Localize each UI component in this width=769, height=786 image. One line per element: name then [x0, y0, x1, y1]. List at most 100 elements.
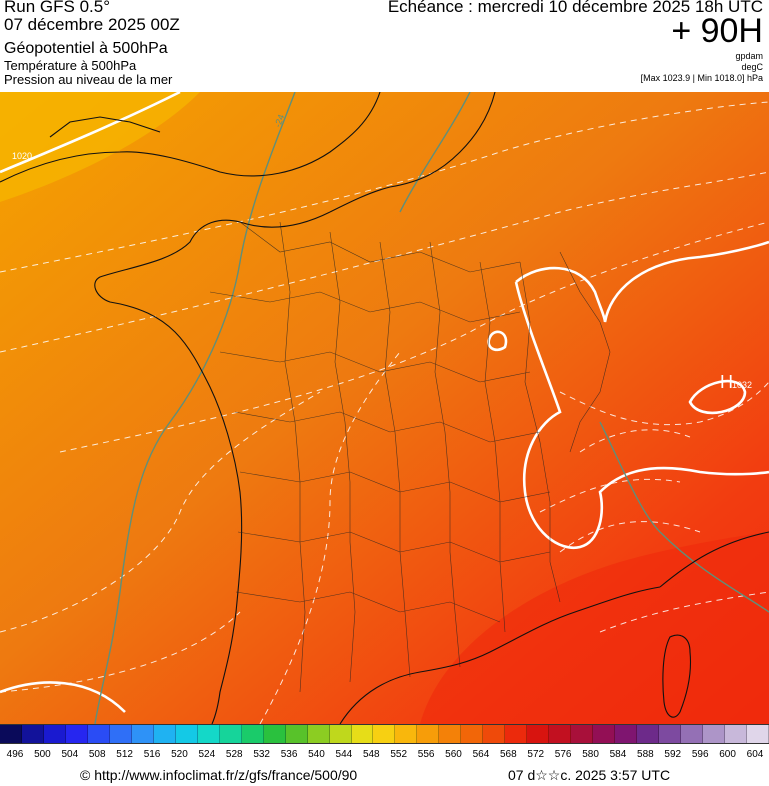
render-timestamp: 07 d☆☆c. 2025 3:57 UTC — [508, 767, 671, 783]
border-7 — [235, 591, 501, 623]
border-v2 — [329, 231, 356, 683]
border-2 — [209, 291, 521, 323]
unit-gpdam: gpdam — [735, 51, 763, 61]
colorbar-tick-label: 556 — [417, 749, 435, 760]
colorbar-swatch — [65, 725, 88, 743]
colorbar-tick-label: 584 — [609, 749, 627, 760]
border-v6 — [519, 261, 561, 603]
border-east — [559, 251, 611, 453]
contour-9 — [579, 429, 691, 453]
colorbar-swatch — [241, 725, 264, 743]
border-4 — [234, 411, 541, 443]
border-3 — [219, 351, 531, 383]
colorbar-swatch — [307, 725, 330, 743]
colorbar-swatch — [703, 725, 725, 743]
colorbar-tick-label: 552 — [390, 749, 408, 760]
colorbar-swatch — [153, 725, 176, 743]
colorbar-tick-label: 536 — [280, 749, 298, 760]
isotherm-north — [399, 92, 471, 213]
coastlines — [0, 92, 769, 724]
coast-italy — [659, 531, 769, 588]
contour-6 — [259, 351, 401, 724]
border-v4 — [429, 241, 461, 668]
colorbar-swatch — [724, 725, 747, 743]
colorbar-swatch — [505, 725, 528, 743]
colorbar-tick-label: 592 — [664, 749, 682, 760]
colorbar-swatch — [351, 725, 374, 743]
colorbar-swatch — [483, 725, 506, 743]
colorbar-swatch — [461, 725, 484, 743]
colorbar-tick-label: 572 — [527, 749, 545, 760]
colorbar-swatch — [439, 725, 462, 743]
unit-degc: degC — [741, 62, 763, 72]
forecast-map[interactable]: 1020 1032 -24 H — [0, 92, 769, 724]
colorbar — [0, 724, 769, 744]
lead-time: + 90H — [671, 12, 763, 50]
colorbar-tick-label: 520 — [171, 749, 188, 760]
coast-channel — [329, 92, 496, 213]
isotherm-label: -24 — [272, 113, 286, 129]
colorbar-tick-label: 524 — [198, 749, 216, 760]
border-v3 — [379, 241, 411, 678]
colorbar-swatch — [131, 725, 154, 743]
isotherm-west — [94, 92, 296, 724]
colorbar-tick-label: 500 — [34, 749, 51, 760]
forecast-valid-time: Échéance : mercredi 10 décembre 2025 18h… — [387, 0, 763, 16]
border-v1 — [279, 221, 306, 693]
isotherm-east — [599, 421, 769, 613]
colorbar-swatch — [659, 725, 682, 743]
isobar-high-center — [688, 379, 747, 415]
isobar-north — [0, 92, 181, 174]
run-title: Run GFS 0.5° — [4, 0, 111, 16]
border-1 — [239, 221, 521, 273]
colorbar-swatch — [681, 725, 703, 743]
layer-geopotential-label: Géopotentiel à 500hPa — [4, 40, 168, 57]
colorbar-tick-label: 512 — [116, 749, 133, 760]
colorbar-tick-label: 580 — [582, 749, 599, 760]
coast-england-inner — [49, 116, 161, 138]
solid-isobars — [0, 92, 769, 713]
colorbar-tick-label: 568 — [499, 749, 517, 760]
layer-pressure-label: Pression au niveau de la mer — [4, 72, 173, 87]
colorbar-swatch — [571, 725, 594, 743]
coast-england — [0, 92, 381, 183]
colorbar-tick-label: 600 — [719, 749, 736, 760]
hot-zone-southeast — [420, 532, 769, 724]
colorbar-swatch — [615, 725, 638, 743]
colorbar-swatch — [109, 725, 132, 743]
colorbar-tick-label: 548 — [362, 749, 380, 760]
colorbar-tick-label: 532 — [253, 749, 270, 760]
source-url[interactable]: © http://www.infoclimat.fr/z/gfs/france/… — [80, 767, 358, 783]
colorbar-labels: 496 500 504 508 512 516 520 524 528 532 536 540 544 5… — [0, 749, 769, 763]
isobar-east-loop — [514, 281, 769, 550]
colorbar-swatch — [549, 725, 572, 743]
colorbar-swatch — [417, 725, 440, 743]
colorbar-tick-label: 564 — [472, 749, 490, 760]
colorbar-swatch — [329, 725, 352, 743]
admin-borders — [209, 221, 611, 693]
contour-3 — [59, 221, 769, 453]
colorbar-tick-label: 544 — [335, 749, 353, 760]
colorbar-swatch — [593, 725, 616, 743]
colorbar-tick-label: 540 — [308, 749, 325, 760]
colorbar-swatch — [21, 725, 44, 743]
contour-2 — [0, 171, 769, 353]
colorbar-swatch — [263, 725, 286, 743]
contour-7 — [559, 381, 769, 426]
warm-band-north — [0, 92, 200, 202]
contour-4 — [0, 391, 321, 633]
layer-temperature-label: Température à 500hPa — [4, 58, 137, 73]
map-canvas: 1020 1032 -24 H — [0, 92, 769, 724]
colorbar-tick-label: 576 — [554, 749, 572, 760]
colorbar-tick-label: 496 — [6, 749, 24, 760]
pressure-max-min: [Max 1023.9 | Min 1018.0] hPa — [640, 73, 763, 83]
coast-mediterranean — [339, 586, 661, 724]
colorbar-tick-label: 560 — [445, 749, 462, 760]
colorbar-tick-label: 508 — [88, 749, 106, 760]
colorbar-swatch — [43, 725, 66, 743]
colorbar-swatch — [175, 725, 198, 743]
coast-corsica — [662, 634, 692, 718]
isobar-label-1032: 1032 — [732, 380, 752, 390]
isobar-label-1020: 1020 — [12, 151, 32, 161]
colorbar-tick-label: 604 — [746, 749, 764, 760]
